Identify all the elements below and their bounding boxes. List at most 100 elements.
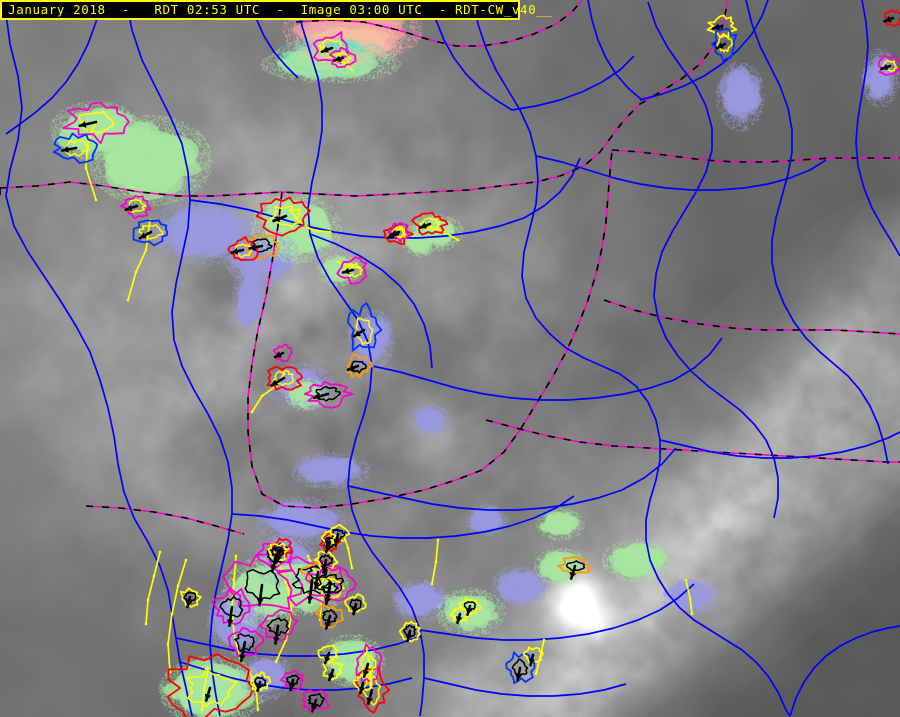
trajectory-node — [184, 558, 188, 562]
trajectory-node — [430, 582, 434, 586]
rdt-cell-contour-growing[interactable] — [523, 646, 544, 664]
cell-motion-arrowhead — [405, 634, 413, 641]
cell-motion-arrowhead — [125, 204, 133, 212]
rdt-cell-contour-convective-system[interactable] — [387, 221, 410, 243]
rdt-cell-contour-growing[interactable] — [318, 577, 345, 601]
rdt-cell-contour-convective-system[interactable] — [303, 380, 354, 409]
trajectory-node — [684, 578, 688, 582]
rdt-cell-contour-triggering[interactable] — [132, 219, 169, 247]
rdt-cell-core-contour — [463, 601, 477, 612]
cell-motion-arrowhead — [358, 686, 366, 693]
trajectory-layer — [84, 44, 694, 712]
rdt-cell-contour-severe[interactable] — [255, 196, 311, 237]
cell-motion-arrowhead — [275, 351, 282, 358]
rdt-cell-contour-mature[interactable] — [346, 352, 374, 379]
rdt-cell-contour-severe[interactable] — [411, 211, 449, 236]
rdt-cell-contour-convective-system[interactable] — [119, 194, 152, 220]
rdt-cell-contour-convective-system[interactable] — [227, 626, 265, 659]
rdt-cell-contour-severe[interactable] — [884, 8, 900, 27]
trajectory-node — [202, 688, 206, 692]
rdt-cell-contour-growing[interactable] — [313, 550, 339, 570]
rdt-cell-contour-convective-system[interactable] — [355, 643, 383, 683]
trajectory-node — [286, 586, 290, 590]
cell-motion-arrowhead — [465, 608, 473, 615]
river-line — [789, 625, 900, 717]
rdt-cell-contour-convective-system[interactable] — [301, 689, 331, 712]
rdt-cell-contour-convective-system[interactable] — [258, 608, 299, 642]
river-line — [587, 0, 643, 101]
trajectory-node — [284, 638, 288, 642]
river-line — [535, 155, 827, 191]
cell-motion-arrowhead — [366, 697, 374, 704]
trajectory-node — [234, 554, 238, 558]
rdt-cell-contour-growing[interactable] — [344, 593, 367, 613]
cell-motion-arrowhead — [271, 379, 279, 386]
rdt-cell-core-contour — [219, 595, 244, 618]
rdt-cell-contour-growing[interactable] — [352, 674, 373, 692]
rdt-cell-contour-convective-system[interactable] — [312, 31, 350, 64]
rdt-cell-contour-growing[interactable] — [179, 587, 202, 608]
rdt-cell-contour-mature[interactable] — [315, 603, 345, 629]
cell-motion-arrowhead — [314, 392, 321, 400]
river-line — [5, 13, 193, 717]
trajectory-node — [256, 708, 260, 712]
cell-motion-arrowhead — [273, 556, 281, 564]
country-border-dash — [0, 0, 729, 197]
rdt-cell-core-contour — [78, 110, 115, 134]
rdt-cell-contour-growing[interactable] — [706, 14, 738, 39]
rdt-cell-contour-convective-system[interactable] — [272, 343, 293, 363]
trajectory-node — [318, 618, 322, 622]
rdt-cell-contour-convective-system[interactable] — [211, 588, 251, 626]
trajectory-node — [350, 566, 354, 570]
rdt-cell-contour-convective-system[interactable] — [877, 54, 900, 76]
rdt-cell-contour-triggering[interactable] — [505, 651, 536, 684]
rdt-cell-core-contour — [511, 658, 529, 676]
trajectory-node — [176, 584, 180, 588]
rdt-cell-contour-growing[interactable] — [320, 529, 337, 546]
rdt-cell-contour-mature[interactable] — [556, 556, 591, 576]
cell-trajectory — [271, 547, 293, 663]
rdt-cell-contour-severe[interactable] — [166, 653, 255, 717]
river-line — [639, 0, 769, 101]
rdt-cell-contour-severe[interactable] — [271, 537, 293, 558]
river-line — [231, 495, 575, 539]
river-line — [511, 55, 635, 111]
rdt-cell-contour-severe[interactable] — [227, 236, 259, 262]
river-line — [189, 157, 581, 239]
rdt-cell-contour-convective-system[interactable] — [336, 256, 368, 285]
river-line — [419, 583, 695, 641]
rdt-cell-contour-growing[interactable] — [267, 542, 290, 562]
rdt-cell-contour-growing[interactable] — [398, 620, 421, 643]
cell-motion-arrowhead — [255, 684, 263, 691]
cell-motion-arrowhead — [343, 267, 350, 275]
rdt-cell-core-contour — [266, 617, 290, 637]
river-line — [423, 677, 627, 697]
rdt-cell-contour-triggering[interactable] — [711, 27, 738, 62]
river-line — [295, 0, 425, 717]
country-border-dash — [485, 419, 900, 463]
rdt-cell-contour-growing[interactable] — [250, 671, 272, 691]
cell-motion-arrowhead — [351, 607, 359, 614]
cell-motion-arrowhead — [273, 637, 280, 644]
rdt-cell-contour-triggering[interactable] — [346, 302, 383, 352]
cell-motion-arrowhead — [324, 540, 332, 547]
river-line — [175, 635, 423, 657]
trajectory-node — [350, 68, 354, 72]
trajectory-node — [688, 596, 692, 600]
rdt-cell-core-contour — [343, 262, 363, 278]
rdt-cell-contour-growing[interactable] — [322, 660, 344, 681]
rdt-cell-contour-convective-system[interactable] — [62, 101, 130, 145]
rdt-cell-contour-growing[interactable] — [458, 597, 482, 616]
cell-motion-arrowhead — [390, 229, 398, 237]
rdt-cell-core-contour — [285, 674, 300, 686]
trajectory-node — [254, 688, 258, 692]
rdt-cell-contour-growing[interactable] — [317, 644, 339, 663]
rdt-cell-contour-convective-system[interactable] — [256, 542, 294, 570]
country-border-dash — [603, 299, 900, 335]
rdt-cell-contour-severe[interactable] — [266, 365, 304, 391]
rdt-cell-contour-convective-system[interactable] — [328, 46, 357, 69]
rdt-cell-contour-triggering[interactable] — [52, 132, 99, 165]
trajectory-node — [434, 560, 438, 564]
rdt-cell-contour-convective-system[interactable] — [279, 669, 306, 691]
trajectory-node — [282, 372, 286, 376]
